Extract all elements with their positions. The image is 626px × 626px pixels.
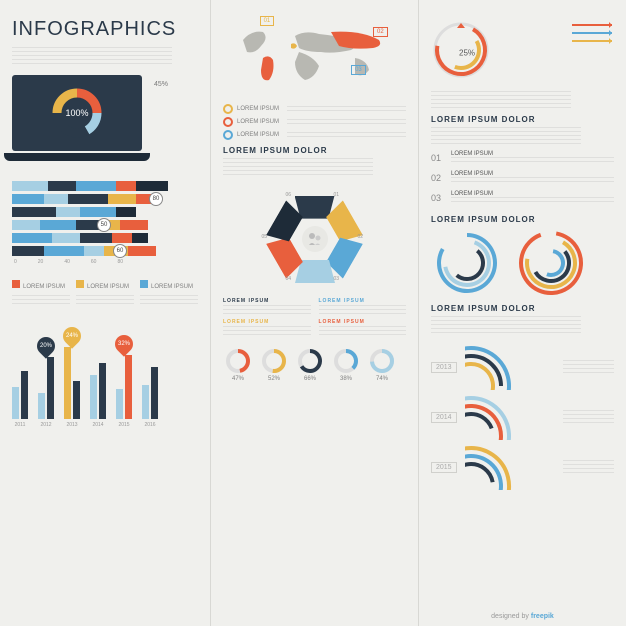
bar-group xyxy=(12,371,28,419)
halfarcs-title: LOREM IPSUM DOLOR xyxy=(431,304,614,313)
steps-title: LOREM IPSUM DOLOR xyxy=(431,115,614,124)
arrow-row xyxy=(572,24,612,26)
arrow-row xyxy=(572,32,612,34)
donut-center-label: 100% xyxy=(65,108,88,118)
hex-legend-cell: LOREM IPSUM xyxy=(319,298,407,315)
bar-chart: 20% 24% 32% xyxy=(12,329,198,419)
column-left: INFOGRAPHICS 100% 45% 80 50 60 020406080 L… xyxy=(0,0,210,626)
arrow-row xyxy=(572,40,612,42)
column-right: 25% LOREM IPSUM DOLOR 01 LOREM IPSUM 02 … xyxy=(418,0,626,626)
kpi-lorem xyxy=(431,91,571,109)
mini-donut: 66% xyxy=(295,348,325,382)
bullet-item: LOREM IPSUM xyxy=(223,117,406,127)
map-callout: 02 xyxy=(373,29,388,35)
mini-donut-row: 47% 52% 66% 38% 74% xyxy=(223,348,406,382)
map-svg xyxy=(235,22,395,96)
step-item: 02 LOREM IPSUM xyxy=(431,171,614,185)
rings-right xyxy=(515,228,593,298)
laptop-screen: 100% xyxy=(12,75,142,151)
halfarcs-lorem xyxy=(431,316,581,334)
credit: designed by freepik xyxy=(491,613,554,620)
half-arc-row: 2015 xyxy=(431,444,614,490)
map-callout: 03 xyxy=(351,67,366,73)
kpi-value: 25% xyxy=(459,48,475,57)
half-arc-row: 2014 xyxy=(431,394,614,440)
bar-group xyxy=(142,367,158,419)
donut-side-label: 45% xyxy=(154,81,168,88)
stacked-row xyxy=(12,181,198,191)
bullet-item: LOREM IPSUM xyxy=(223,104,406,114)
column-middle: 01 02 03 LOREM IPSUM LOREM IPSUM LOREM IPS… xyxy=(210,0,418,626)
ring-bullets: LOREM IPSUM LOREM IPSUM LOREM IPSUM xyxy=(223,104,406,140)
bar-chart-years: 201120122013201420152016 xyxy=(12,422,198,428)
legend-item: LOREM IPSUM xyxy=(76,275,134,307)
rings-left xyxy=(431,228,509,298)
legend-item: LOREM IPSUM xyxy=(12,275,70,307)
stacked-row xyxy=(12,207,198,217)
half-arc-list: 2013 2014 2015 xyxy=(431,344,614,490)
mini-donut: 74% xyxy=(367,348,397,382)
legend-item: LOREM IPSUM xyxy=(140,275,198,307)
world-map: 01 02 03 xyxy=(223,20,406,98)
bar-group: 24% xyxy=(64,347,80,419)
step-list: 01 LOREM IPSUM 02 LOREM IPSUM 03 LOREM I… xyxy=(431,151,614,205)
stacked-row: 80 xyxy=(12,194,198,204)
map-callout: 01 xyxy=(260,18,275,24)
stacked-bar-chart: 80 50 60 xyxy=(12,181,198,256)
kpi-ring: 25% xyxy=(431,20,614,85)
stacked-axis: 020406080 xyxy=(14,259,198,265)
hex-legend-cell: LOREM IPSUM xyxy=(223,298,311,315)
bar-group: 32% xyxy=(116,355,132,419)
step-item: 01 LOREM IPSUM xyxy=(431,151,614,165)
legend: LOREM IPSUM LOREM IPSUM LOREM IPSUM xyxy=(12,275,198,307)
steps-lorem xyxy=(431,127,581,145)
hex-legend-cell: LOREM IPSUM xyxy=(223,319,311,336)
mini-donut: 38% xyxy=(331,348,361,382)
half-arc-row: 2013 xyxy=(431,344,614,390)
arrow-list xyxy=(572,24,612,42)
stacked-row: 50 xyxy=(12,220,198,230)
rings-title: LOREM IPSUM DOLOR xyxy=(431,215,614,224)
bullet-item: LOREM IPSUM xyxy=(223,130,406,140)
bar-group: 20% xyxy=(38,357,54,419)
hex-center-icon xyxy=(302,226,328,252)
bar-group xyxy=(90,363,106,419)
concentric-rings xyxy=(431,228,614,298)
intro-lorem xyxy=(12,47,172,65)
stacked-row: 60 xyxy=(12,246,198,256)
stacked-row xyxy=(12,233,198,243)
step-item: 03 LOREM IPSUM xyxy=(431,191,614,205)
hex-legend-cell: LOREM IPSUM xyxy=(319,319,407,336)
mini-donut: 52% xyxy=(259,348,289,382)
hex-title: LOREM IPSUM DOLOR xyxy=(223,146,406,155)
hexagon-chart: 010203040506 xyxy=(260,184,370,294)
mini-donut: 47% xyxy=(223,348,253,382)
page-title: INFOGRAPHICS xyxy=(12,18,198,41)
laptop-widget: 100% 45% xyxy=(12,75,142,161)
hex-lorem xyxy=(223,158,373,176)
hex-legend-grid: LOREM IPSUM LOREM IPSUM LOREM IPSUM LORE… xyxy=(223,298,406,336)
laptop-base xyxy=(4,153,150,161)
